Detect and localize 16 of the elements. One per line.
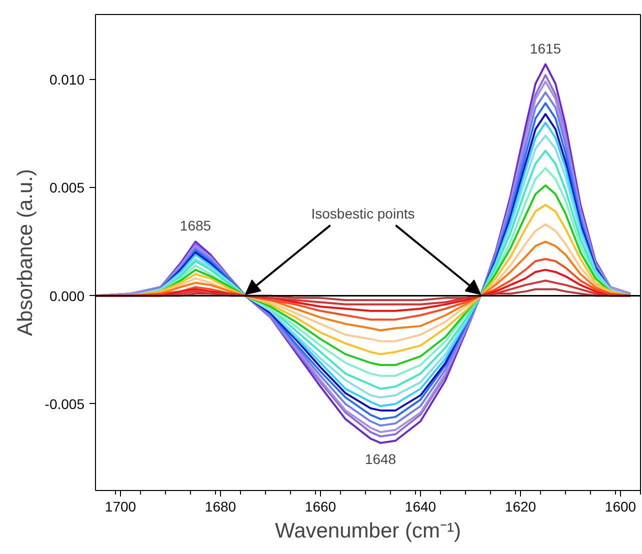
y-tick-label: 0.005	[49, 180, 85, 196]
y-axis-title: Absorbance (a.u.)	[14, 169, 37, 336]
x-tick-label: 1640	[404, 498, 436, 514]
x-tick-label: 1680	[204, 498, 236, 514]
annotation: 1648	[364, 450, 396, 467]
x-axis-title: Wavenumber (cm⁻¹)	[275, 520, 461, 542]
annotation: 1615	[530, 40, 562, 56]
y-tick-label: -0.005	[44, 396, 85, 412]
x-tick-label: 1660	[304, 498, 336, 514]
y-tick-label: 0.010	[49, 71, 85, 88]
y-tick-label: 0.000	[49, 288, 85, 304]
x-tick-label: 1700	[104, 498, 136, 514]
annotation: 1685	[180, 218, 212, 234]
x-tick-label: 1620	[504, 498, 536, 514]
annotation: Isosbestic points	[311, 205, 415, 222]
x-tick-label: 1600	[604, 498, 636, 514]
